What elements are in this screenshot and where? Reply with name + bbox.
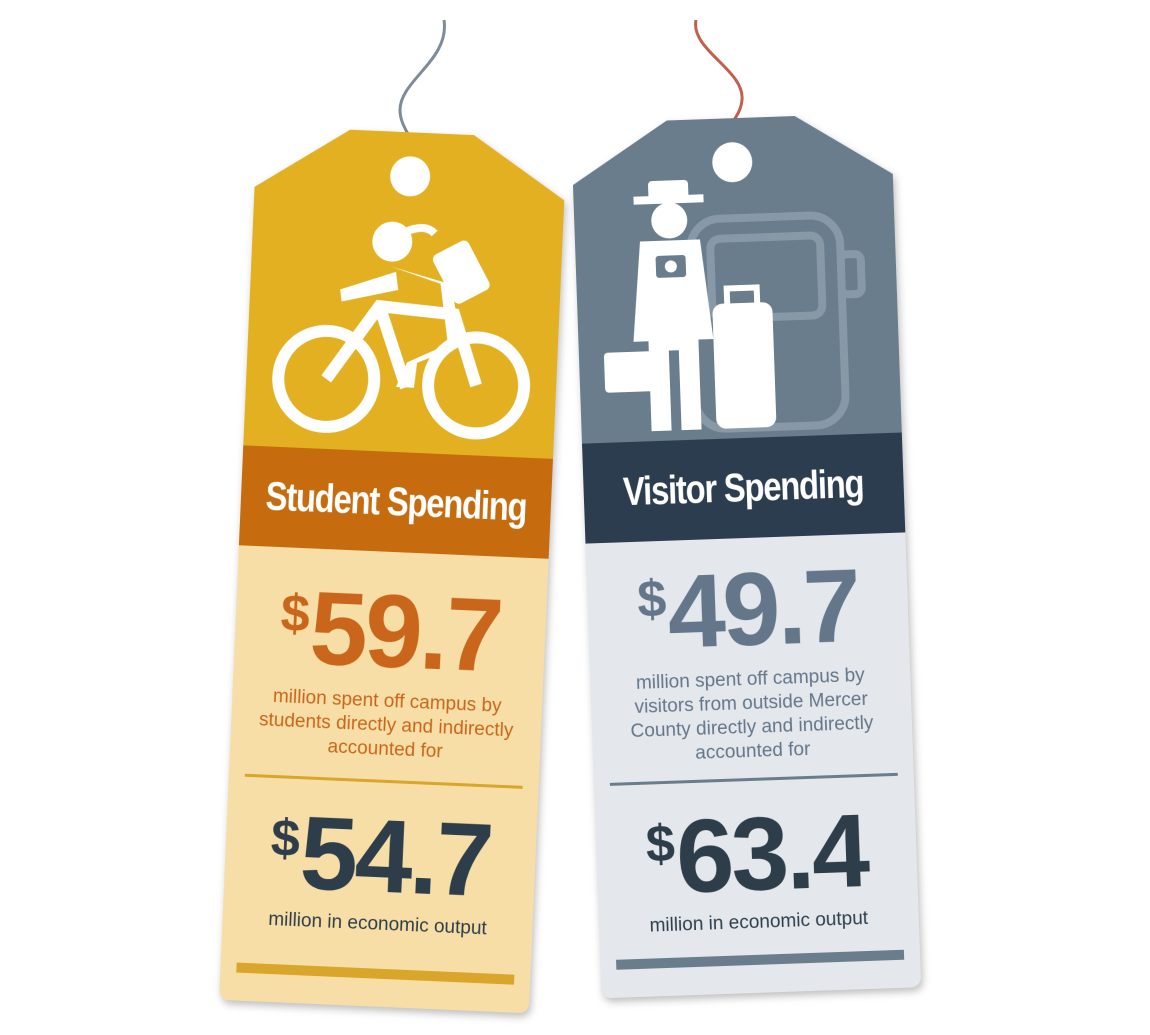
student-spending-tag: Student Spending $ 59.7 million spent of… xyxy=(219,126,567,1014)
currency-symbol: $ xyxy=(269,808,299,869)
off-campus-amount: $ 59.7 xyxy=(233,573,547,690)
amount-value: 63.4 xyxy=(674,793,869,916)
currency-symbol: $ xyxy=(636,569,665,629)
tag-top xyxy=(571,113,902,444)
off-campus-amount: $ 49.7 xyxy=(586,552,909,667)
bottom-bar xyxy=(616,950,904,970)
amount-value: 54.7 xyxy=(297,795,494,920)
amount-value: 49.7 xyxy=(665,548,861,671)
off-campus-description: million spent off campus by students dir… xyxy=(258,685,514,763)
amount-value: 59.7 xyxy=(307,570,503,695)
tag-title: Student Spending xyxy=(264,473,528,530)
currency-symbol: $ xyxy=(279,584,308,644)
tag-title: Visitor Spending xyxy=(622,461,865,514)
tag-top xyxy=(243,126,567,459)
divider xyxy=(245,774,523,789)
economic-output-amount: $ 63.4 xyxy=(595,797,918,912)
tag-details: $ 49.7 million spent off campus by visit… xyxy=(585,532,921,998)
tag-details: $ 59.7 million spent off campus by stude… xyxy=(219,545,549,1013)
tag-title-band: Visitor Spending xyxy=(582,432,905,543)
tourist-with-luggage-icon xyxy=(573,173,902,444)
bottom-bar xyxy=(236,963,514,985)
economic-output-amount: $ 54.7 xyxy=(223,798,537,915)
visitor-spending-tag: Visitor Spending $ 49.7 million spent of… xyxy=(571,113,921,999)
tag-title-band: Student Spending xyxy=(239,445,553,558)
currency-symbol: $ xyxy=(644,814,673,874)
cyclist-icon xyxy=(244,206,564,449)
off-campus-description: million spent off campus by visitors fro… xyxy=(630,664,874,764)
divider xyxy=(610,773,898,786)
